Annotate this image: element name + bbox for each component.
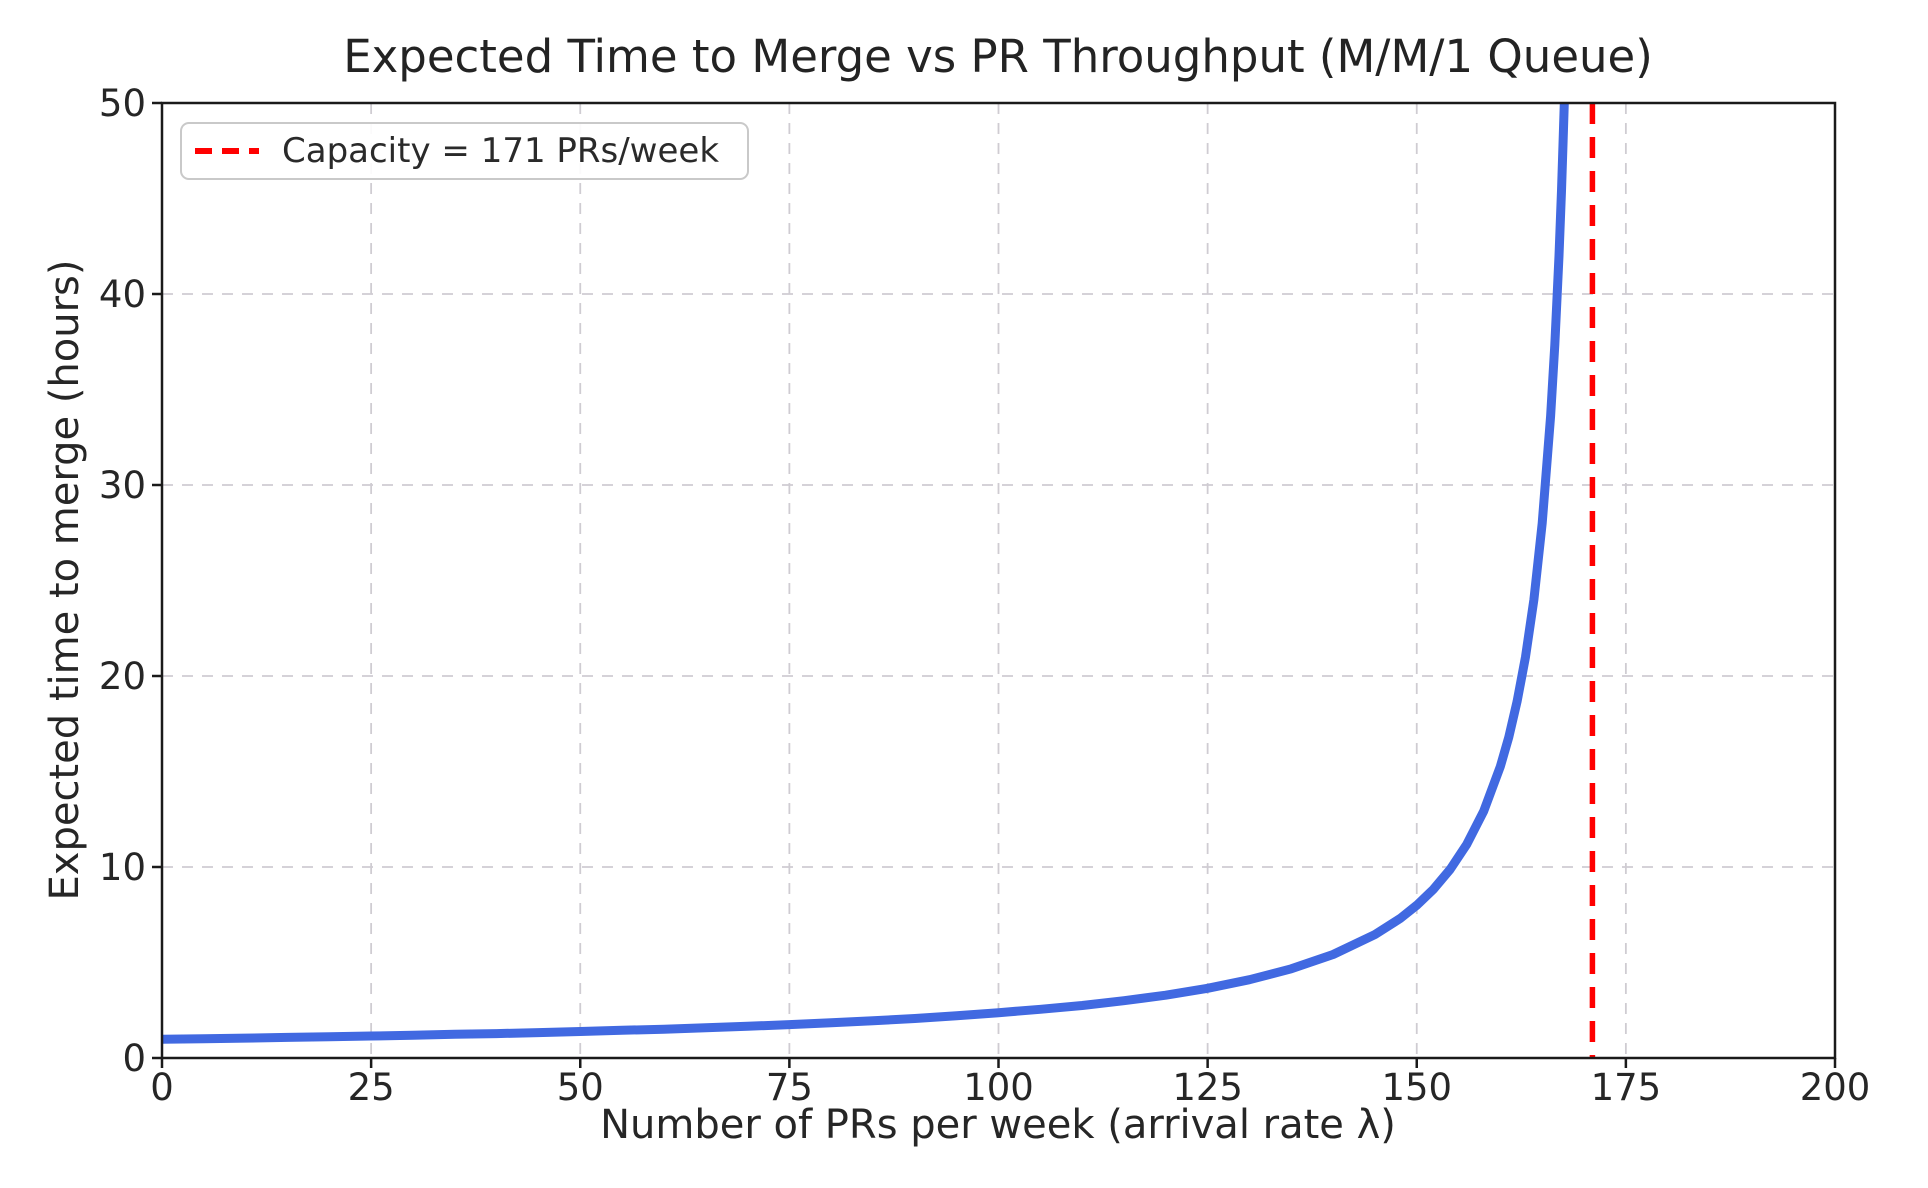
- y-tick-label: 0: [122, 1037, 146, 1080]
- data-layer: [162, 103, 1596, 1058]
- x-tick-label: 100: [963, 1066, 1034, 1109]
- capacity-dashed-line-icon: [195, 148, 259, 154]
- chart-title: Expected Time to Merge vs PR Throughput …: [343, 30, 1653, 83]
- y-tick-label: 40: [99, 273, 146, 316]
- y-tick-label: 10: [99, 846, 146, 889]
- x-tick-label: 175: [1591, 1066, 1662, 1109]
- axes-layer: 0 25 50 75 100 125 150 175 200 0 10 20 30 40 50: [99, 82, 1870, 1109]
- x-tick-label: 200: [1800, 1066, 1871, 1109]
- y-tick-label: 30: [99, 464, 146, 507]
- x-axis-label: Number of PRs per week (arrival rate λ): [600, 1102, 1396, 1148]
- grid-layer: [162, 102, 1836, 1058]
- legend: Capacity = 171 PRs/week: [180, 122, 750, 180]
- x-tick-label: 75: [766, 1066, 813, 1109]
- x-tick-label: 25: [348, 1066, 395, 1109]
- x-tick-label: 150: [1381, 1066, 1452, 1109]
- legend-label: Capacity = 171 PRs/week: [282, 131, 720, 171]
- x-tick-label: 50: [557, 1066, 604, 1109]
- expected-time-to-merge-curve: [162, 103, 1569, 1044]
- y-tick-label: 20: [99, 655, 146, 698]
- x-tick-label: 125: [1172, 1066, 1243, 1109]
- x-tick-label: 0: [150, 1066, 174, 1109]
- y-axis-label: Expected time to merge (hours): [42, 260, 88, 901]
- y-tick-label: 50: [99, 82, 146, 125]
